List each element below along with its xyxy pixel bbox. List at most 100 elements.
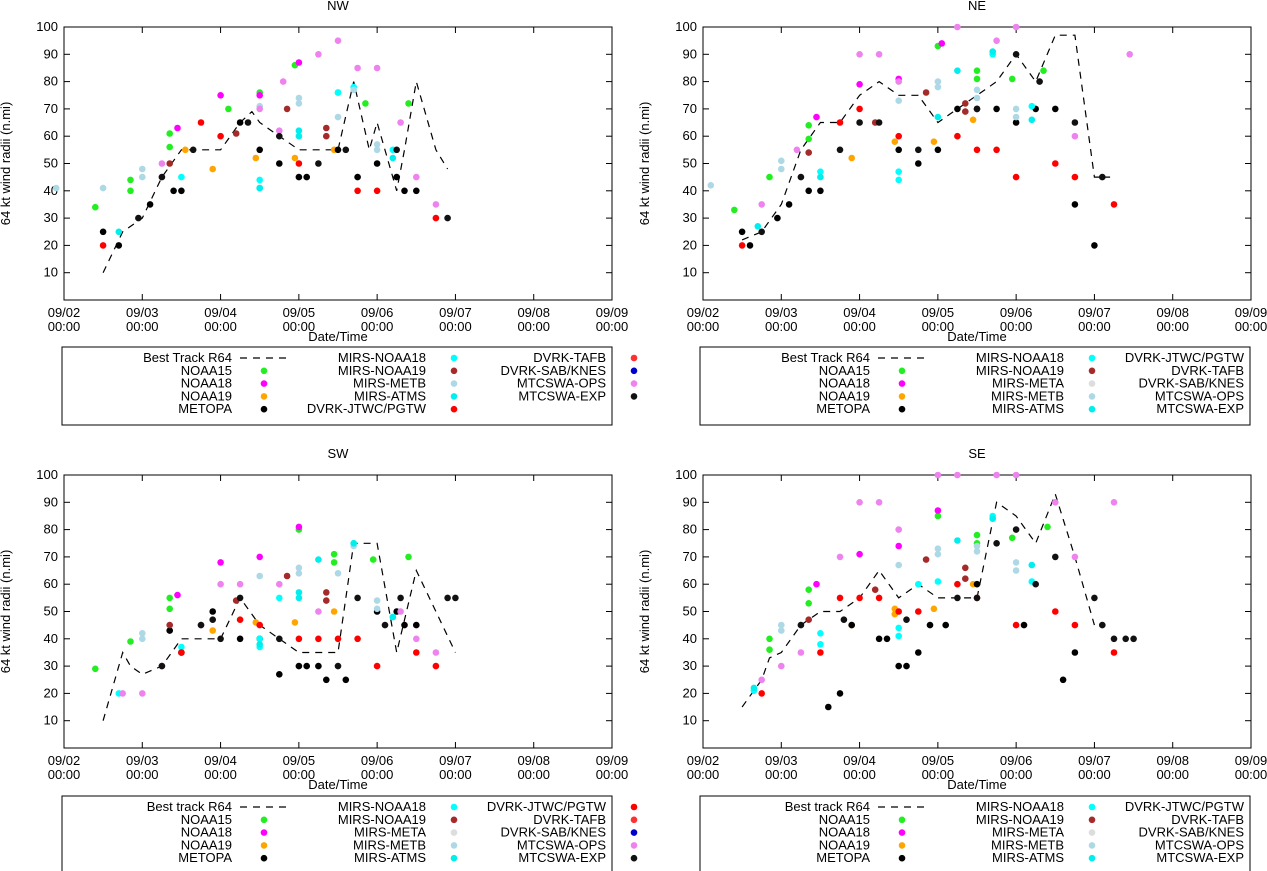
data-point-metopa bbox=[942, 621, 949, 629]
y-tick-label: 100 bbox=[36, 467, 58, 482]
legend-label: MTCSWA-EXP bbox=[518, 388, 606, 403]
legend-marker bbox=[1088, 354, 1096, 362]
x-tick-time: 00:00 bbox=[126, 767, 159, 782]
y-tick-label: 90 bbox=[683, 494, 697, 509]
data-point-noaa15 bbox=[973, 531, 981, 539]
data-point-mirs-atms bbox=[295, 132, 303, 140]
data-point-noaa18 bbox=[217, 559, 224, 566]
x-tick-date: 09/04 bbox=[204, 753, 237, 768]
data-point-dvrk-jtwc-pgtw bbox=[432, 662, 440, 670]
x-tick-time: 00:00 bbox=[1235, 767, 1267, 782]
legend-marker bbox=[1088, 854, 1096, 862]
data-point-dvrk-jtwc-pgtw bbox=[197, 119, 205, 126]
data-point-mirs-metb bbox=[895, 97, 902, 104]
x-tick-date: 09/03 bbox=[126, 305, 159, 320]
data-point-mtcswa-exp bbox=[1099, 173, 1106, 181]
data-point-mirs-atms bbox=[1028, 561, 1036, 569]
data-point-mirs-atms bbox=[315, 556, 322, 563]
data-point-mirs-atms bbox=[989, 515, 996, 522]
data-point-mirs-metb bbox=[778, 627, 785, 634]
legend-label: DVRK-TAFB bbox=[533, 812, 606, 827]
data-point-noaa19 bbox=[182, 146, 189, 154]
x-tick-date: 09/09 bbox=[1235, 753, 1267, 768]
data-point-dvrk-jtwc-pgtw bbox=[315, 635, 322, 643]
legend-label: MIRS-ATMS bbox=[354, 850, 426, 865]
chart-panel-se: SE10203040506070809010009/0200:0009/0300… bbox=[637, 446, 1267, 792]
legend-label: Best Track R64 bbox=[781, 350, 870, 365]
data-point-dvrk-jtwc-pgtw bbox=[413, 649, 420, 656]
data-point-metopa bbox=[825, 703, 832, 711]
data-point-noaa15 bbox=[369, 556, 377, 563]
data-point-metopa bbox=[342, 676, 350, 684]
data-point-mirs-metb bbox=[973, 86, 981, 94]
data-point-metopa bbox=[973, 580, 981, 588]
y-tick-label: 20 bbox=[44, 237, 58, 252]
data-point-mtcswa-exp bbox=[209, 616, 216, 623]
x-tick-time: 00:00 bbox=[439, 767, 472, 782]
legend-marker bbox=[898, 854, 906, 862]
data-point-noaa15 bbox=[766, 173, 773, 181]
data-point-metopa bbox=[99, 228, 107, 236]
y-tick-label: 100 bbox=[675, 467, 697, 482]
legend-marker bbox=[450, 803, 458, 811]
data-point-mtcswa-ops bbox=[797, 649, 805, 656]
data-point-mtcswa-exp bbox=[797, 621, 805, 629]
data-point-mirs-metb bbox=[295, 570, 303, 577]
data-point-mirs-metb bbox=[707, 182, 715, 189]
data-point-mirs-atms bbox=[389, 613, 397, 621]
data-point-mirs-noaa18 bbox=[178, 173, 185, 181]
data-point-mirs-noaa19 bbox=[323, 124, 330, 132]
data-point-mirs-atms bbox=[295, 127, 303, 134]
data-point-noaa15 bbox=[166, 143, 173, 151]
data-point-noaa18 bbox=[295, 59, 303, 66]
plot-frame bbox=[702, 474, 1252, 749]
data-point-mirs-noaa19 bbox=[283, 572, 291, 580]
legend-marker bbox=[630, 367, 638, 375]
legend-frame bbox=[699, 795, 1251, 871]
data-point-dvrk-jtwc-pgtw bbox=[915, 608, 922, 615]
legend-label: MIRS-NOAA19 bbox=[338, 812, 426, 827]
data-point-mtcswa-exp bbox=[1071, 119, 1079, 126]
data-point-noaa18 bbox=[174, 124, 181, 132]
legend-marker bbox=[898, 816, 906, 824]
data-point-mirs-metb bbox=[350, 86, 358, 94]
data-point-mtcswa-exp bbox=[197, 621, 205, 629]
y-tick-label: 90 bbox=[44, 494, 58, 509]
legend-label: MTCSWA-OPS bbox=[1155, 388, 1244, 403]
data-point-mtcswa-ops bbox=[158, 160, 166, 167]
data-point-metopa bbox=[166, 627, 173, 634]
x-tick-date: 09/08 bbox=[1156, 753, 1189, 768]
best-track-line bbox=[102, 542, 456, 721]
data-point-metopa bbox=[895, 662, 902, 670]
data-point-metopa bbox=[954, 105, 961, 113]
data-point-dvrk-jtwc-pgtw bbox=[954, 580, 961, 588]
legend-label: MIRS-NOAA19 bbox=[976, 812, 1064, 827]
data-point-mtcswa-exp bbox=[973, 594, 981, 602]
x-tick-date: 09/05 bbox=[922, 305, 955, 320]
best-track-line bbox=[741, 34, 1111, 241]
data-point-mirs-metb bbox=[373, 597, 381, 604]
y-axis-label: 64 kt wind radii (n.mi) bbox=[637, 550, 652, 674]
y-axis-label: 64 kt wind radii (n.mi) bbox=[0, 102, 13, 226]
data-point-mirs-noaa19 bbox=[166, 621, 173, 629]
data-point-noaa18 bbox=[856, 550, 863, 558]
legend-marker bbox=[260, 380, 268, 387]
data-point-mirs-metb bbox=[139, 173, 146, 181]
data-point-mirs-atms bbox=[256, 641, 264, 648]
x-tick-time: 00:00 bbox=[283, 319, 316, 334]
x-tick-time: 00:00 bbox=[361, 767, 394, 782]
data-point-metopa bbox=[836, 690, 844, 697]
data-point-metopa bbox=[276, 671, 283, 678]
x-tick-date: 09/09 bbox=[596, 305, 629, 320]
data-point-mirs-noaa18 bbox=[256, 176, 264, 184]
x-tick-time: 00:00 bbox=[922, 767, 955, 782]
data-point-mtcswa-exp bbox=[452, 594, 459, 602]
legend-marker bbox=[260, 393, 268, 400]
data-point-mirs-metb bbox=[373, 146, 381, 154]
data-point-dvrk-jtwc-pgtw bbox=[817, 649, 824, 656]
x-tick-date: 09/08 bbox=[517, 753, 550, 768]
data-point-mirs-metb bbox=[295, 94, 303, 102]
data-point-dvrk-jtwc-pgtw bbox=[856, 105, 863, 113]
